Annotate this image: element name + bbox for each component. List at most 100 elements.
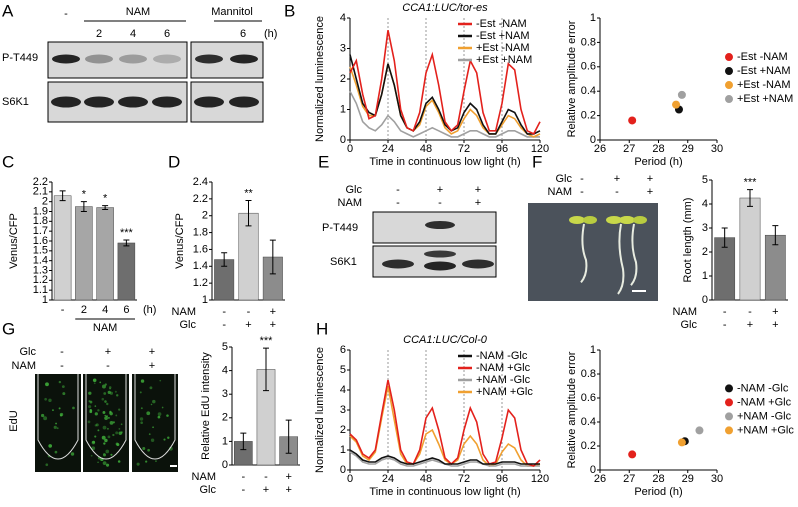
panel-letter: G [2,319,15,338]
condition-sign: - [241,471,245,483]
root [630,223,638,286]
legend-label: -NAM +Glc [737,396,792,408]
lane-label: - [64,8,68,20]
condition-sign: - [723,319,727,331]
condition-sign: - [723,306,727,318]
x-tick-label: 0 [347,143,353,155]
condition-sign: + [105,346,111,358]
legend-label: +NAM +Glc [476,386,533,398]
x-tick-label: 4 [102,304,108,316]
speckle [91,446,96,451]
y-tick-label: 0.4 [581,416,596,428]
x-tick-label: 29 [682,143,694,155]
y-axis-label: Root length (mm) [682,198,694,283]
x-tick-label: 30 [711,143,723,155]
y-tick-label: 1 [340,444,346,456]
condition-sign: - [241,484,245,496]
speckle [45,382,49,387]
condition-sign: - [580,186,584,198]
y-axis-label: Normalized luminescence [314,16,326,142]
speckle [59,412,64,417]
y-tick-label: 1 [222,435,228,447]
y-tick-label: 1.5 [33,245,48,257]
unit-label: (h) [143,304,156,316]
root [580,223,588,284]
legend-label: -Est -NAM [737,51,788,63]
speckle [120,431,123,434]
speckle [62,392,66,396]
error-bar [263,347,269,392]
error-bar [772,225,779,246]
speckle [102,452,106,456]
speckle [97,409,100,412]
x-tick-label: 2 [81,304,87,316]
speckle [94,412,98,416]
cotyledon [569,216,585,224]
speckle [102,410,106,414]
band [195,54,223,64]
series-line [349,54,541,135]
y-tick-label: 2 [42,196,48,208]
condition-sign: + [747,319,753,331]
condition-sign: - [60,360,64,372]
legend-swatch [725,67,733,76]
y-tick-label: 4 [340,384,346,396]
speckle [145,460,148,463]
root-outline [134,374,176,460]
condition-sign: + [270,306,276,318]
bar [96,207,114,301]
speckle [89,400,93,404]
condition-sign: + [475,184,481,196]
significance: ** [244,187,253,199]
y-tick-label: 0.8 [581,368,596,380]
band [194,96,224,108]
legend-label: +NAM +Glc [737,424,794,436]
band [51,96,81,108]
y-tick-label: 3 [340,42,346,54]
y-tick-label: 0 [222,459,228,471]
y-tick-label: 1 [202,294,208,306]
y-tick-label: 1 [702,270,708,282]
panel-letter: E [318,152,329,171]
speckle [104,416,108,421]
y-tick-label: 4 [340,12,346,24]
error-bar [245,200,252,227]
lane-label: 4 [130,28,136,40]
y-tick-label: 2 [702,246,708,258]
condition-sign: - [60,346,64,358]
legend-label: +Est +NAM [476,54,532,66]
x-tick-label: - [61,304,65,316]
condition-sign: + [772,306,778,318]
speckle [109,387,111,390]
speckle [53,425,57,429]
y-tick-label: 1 [590,12,596,24]
y-tick-label: 5 [702,174,708,186]
error-bar [59,190,66,202]
y-tick-label: 2.2 [193,193,208,205]
bar [75,206,93,301]
speckle [163,438,166,441]
x-axis-label: Time in continuous low light (h) [369,486,520,498]
speckle [118,408,121,411]
photo [132,374,178,472]
panel-letter: A [2,1,14,20]
speckle [107,390,111,394]
bar [53,195,72,301]
speckle [94,405,97,407]
point [677,438,686,447]
row-label: S6K1 [2,96,29,108]
band [425,221,455,229]
y-tick-label: 0 [340,464,346,476]
legend-label: -NAM -Glc [476,350,528,362]
x-tick-label: 26 [594,143,606,155]
cotyledon [583,216,597,224]
speckle [97,429,100,432]
legend-label: -NAM -Glc [737,382,789,394]
series-line [349,385,541,467]
point [677,90,686,99]
y-tick-label: 5 [222,341,228,353]
cotyledon [606,216,622,224]
y-tick-label: 2 [222,412,228,424]
speckle [48,444,53,448]
